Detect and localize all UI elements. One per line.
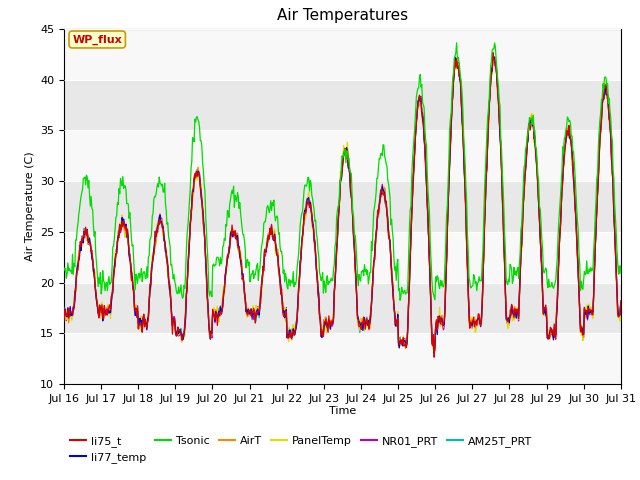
Bar bbox=[64, 29, 621, 80]
Title: Air Temperatures: Air Temperatures bbox=[277, 9, 408, 24]
X-axis label: Time: Time bbox=[329, 407, 356, 417]
Bar bbox=[64, 333, 621, 384]
Y-axis label: Air Temperature (C): Air Temperature (C) bbox=[24, 152, 35, 261]
Legend: li75_t, li77_temp, Tsonic, AirT, PanelTemp, NR01_PRT, AM25T_PRT: li75_t, li77_temp, Tsonic, AirT, PanelTe… bbox=[70, 436, 532, 463]
Text: WP_flux: WP_flux bbox=[72, 35, 122, 45]
Bar bbox=[64, 232, 621, 283]
Bar bbox=[64, 130, 621, 181]
